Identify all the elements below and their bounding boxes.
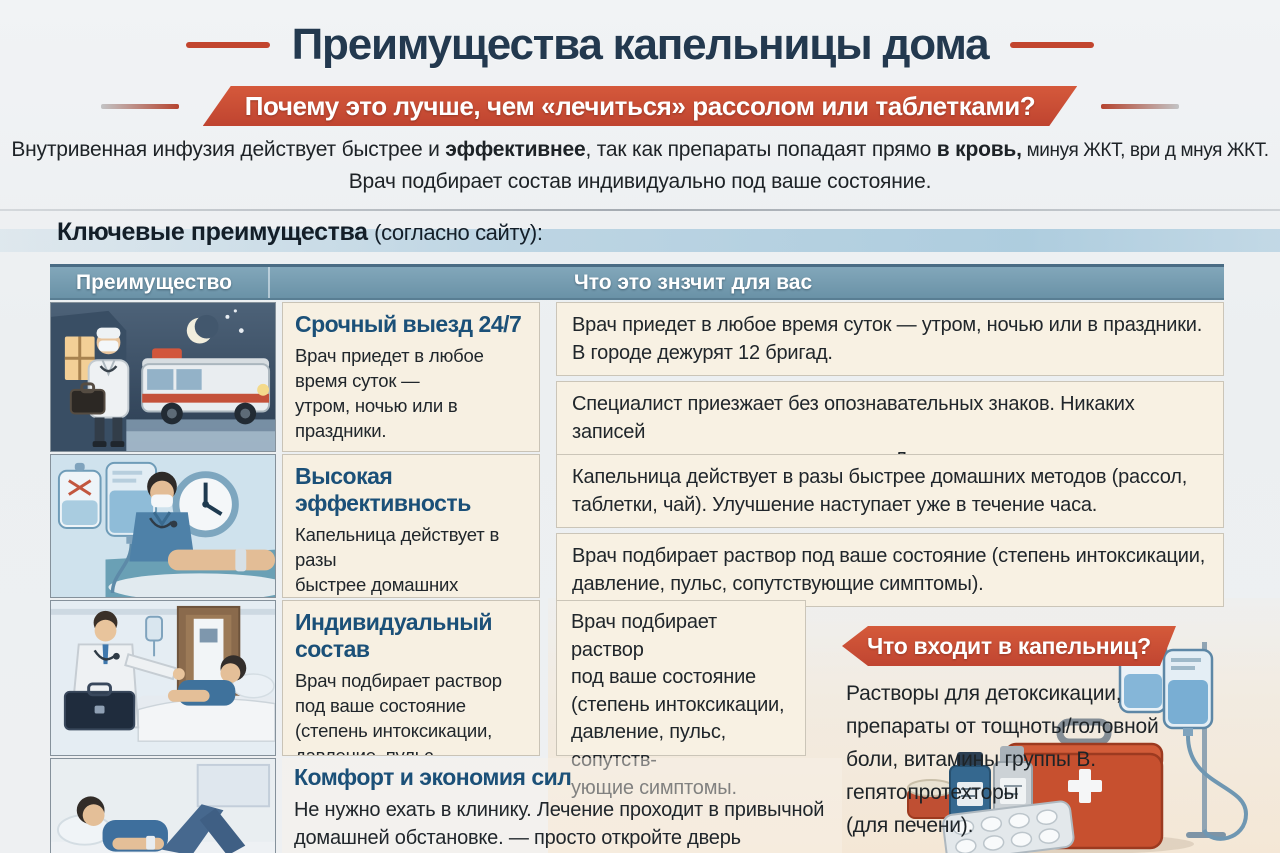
advantage-summary-cell: Срочный выезд 24/7 Врач приедет в любое … bbox=[282, 302, 540, 452]
detail-cell: Врач приедет в любое время суток — утром… bbox=[556, 302, 1224, 376]
callout-text: Растворы для детоксикации, препараты от … bbox=[846, 682, 1159, 853]
intro-tail: минуя ЖКТ, ври д мнуя ЖКТ. bbox=[1021, 140, 1269, 161]
drip-contents-callout: Что входит в капельниц? Растворы для дет… bbox=[842, 600, 1280, 853]
table-row-effectiveness: Высокая эффективность Капельница действу… bbox=[50, 454, 1224, 607]
page-title: Преимущества капельницы дома bbox=[291, 20, 990, 69]
watercolor-band bbox=[0, 229, 1280, 252]
callout-ribbon: Что входит в капельниц? bbox=[842, 626, 1176, 666]
column-header-advantage: Преимущество bbox=[50, 267, 270, 298]
doctor-bedside-illustration bbox=[50, 600, 276, 756]
table-row-comfort: Комфорт и экономия сил Не нужно ехать в … bbox=[50, 758, 1224, 853]
intro-part: Внутривенная инфузия действует быстрее и bbox=[11, 138, 446, 161]
intro-line2: Врач подбирает состав индивидуально под … bbox=[348, 169, 932, 193]
callout-ribbon-text: Что входит в капельниц? bbox=[867, 632, 1151, 659]
ribbon-right-dash bbox=[1101, 103, 1180, 109]
detail-cell: Врач подбирает раствор под ваше состояни… bbox=[556, 600, 806, 799]
title-right-dash bbox=[1010, 42, 1095, 48]
advantage-summary-wide: Комфорт и экономия сил Не нужно ехать в … bbox=[282, 758, 842, 853]
intro-bold-effective: эффективнее bbox=[445, 138, 586, 161]
title-left-dash bbox=[185, 42, 270, 48]
advantage-details: Врач приедет в любое время суток — утром… bbox=[556, 302, 1224, 511]
table-row-individual-composition: Индивидуальный состав Врач подбирает рас… bbox=[50, 600, 1249, 853]
section-heading: Ключевые преимущества (согласно сайту): bbox=[57, 218, 543, 247]
advantage-title: Высокая эффективность bbox=[295, 463, 471, 516]
title-row: Преимущества капельницы дома bbox=[0, 20, 1280, 70]
ribbon-left-dash bbox=[100, 103, 179, 109]
column-header-label: Преимущество bbox=[76, 270, 232, 294]
advantage-details-and-callout: Врач подбирает раствор под ваше состояни… bbox=[556, 600, 1249, 853]
column-header-label: Что это знзчит для вас bbox=[574, 270, 813, 294]
advantages-table: Преимущество Что это знзчит для вас bbox=[50, 264, 1249, 853]
subtitle-ribbon: Почему это лучше, чем «лечиться» рассоло… bbox=[203, 86, 1078, 126]
intro-paragraph: Внутривенная инфузия действует быстрее и… bbox=[0, 134, 1280, 197]
table-header: Преимущество Что это знзчит для вас bbox=[50, 264, 1224, 300]
advantage-title: Индивидуальный состав bbox=[295, 609, 493, 662]
detail-cell: Врач подбирает раствор под ваше состояни… bbox=[556, 533, 1224, 607]
advantage-title: Срочный выезд 24/7 bbox=[295, 311, 522, 337]
column-header-meaning: Что это знзчит для вас bbox=[270, 267, 1224, 298]
subtitle-text: Почему это лучше, чем «лечиться» рассоло… bbox=[244, 90, 1036, 121]
advantage-title: Комфорт и экономия сил bbox=[294, 764, 572, 790]
intro-bold-blood: в кровь, bbox=[936, 138, 1022, 161]
intro-part: , так как препараты попадаят прямо bbox=[585, 138, 937, 161]
advantage-details: Капельница действует в разы быстрее дома… bbox=[556, 454, 1224, 607]
doctor-ambulance-night-illustration bbox=[50, 302, 276, 452]
advantage-description: Врач подбирает раствор под ваше состояни… bbox=[295, 670, 502, 756]
table-row-urgent-visit: Срочный выезд 24/7 Врач приедет в любое … bbox=[50, 302, 1224, 511]
section-heading-main: Ключевые преимущества bbox=[57, 218, 368, 246]
man-resting-illustration bbox=[50, 758, 276, 853]
iv-drip-clock-illustration bbox=[50, 454, 276, 598]
advantage-summary-cell: Высокая эффективность Капельница действу… bbox=[282, 454, 540, 598]
detail-cell: Капельница действует в разы быстрее дома… bbox=[556, 454, 1224, 528]
section-heading-note: (согласно сайту): bbox=[374, 220, 543, 245]
iv-bags-first-aid-kit-illustration bbox=[906, 632, 1272, 853]
horizontal-divider bbox=[0, 209, 1280, 211]
advantage-description: Не нужно ехать в клинику. Лечение проход… bbox=[294, 799, 825, 849]
advantage-description: Врач приедет в любое время суток — утром… bbox=[295, 345, 484, 442]
subtitle-row: Почему это лучше, чем «лечиться» рассоло… bbox=[0, 86, 1280, 126]
advantage-summary-cell: Индивидуальный состав Врач подбирает рас… bbox=[282, 600, 540, 756]
advantage-description: Капельница действует в разы быстрее дома… bbox=[295, 524, 500, 596]
